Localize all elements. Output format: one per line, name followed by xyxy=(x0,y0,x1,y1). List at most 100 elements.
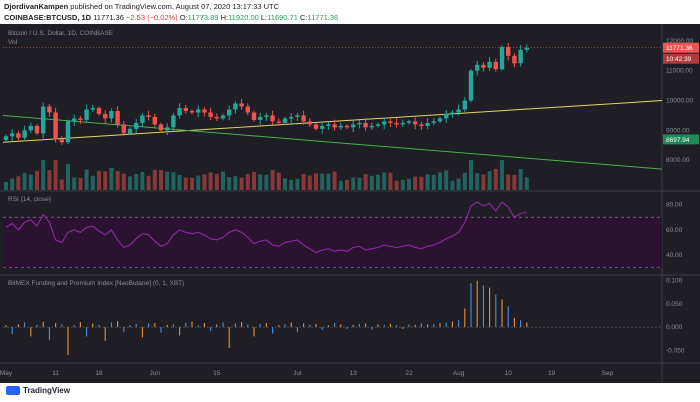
candle-body xyxy=(158,124,164,131)
candle-body xyxy=(134,122,139,129)
candle-body xyxy=(282,118,288,123)
candle-body xyxy=(3,136,9,140)
price-tick-label: 12000.00 xyxy=(666,38,693,45)
volume-bar xyxy=(190,177,194,190)
candle-body xyxy=(264,115,269,117)
candle-body xyxy=(307,121,312,125)
volume-bar xyxy=(202,174,207,190)
tradingview-logo[interactable]: TradingView xyxy=(6,386,70,395)
time-tick-label: May xyxy=(0,370,13,377)
volume-bar xyxy=(314,173,318,190)
candle-body xyxy=(233,103,238,110)
volume-bar xyxy=(456,178,461,190)
volume-bar xyxy=(276,172,281,190)
candle-body xyxy=(276,121,281,123)
volume-bar xyxy=(22,172,27,190)
time-tick-label: 10 xyxy=(505,370,513,377)
author-name[interactable]: DjordivanKampen xyxy=(4,2,69,11)
volume-bar xyxy=(524,177,529,190)
rsi-tick-label: 40.00 xyxy=(666,252,683,259)
high-label: H: xyxy=(220,13,229,22)
candle-body xyxy=(47,106,52,113)
volume-bar xyxy=(4,182,8,190)
candle-body xyxy=(34,125,40,134)
candle-body xyxy=(220,115,226,119)
volume-bar xyxy=(84,169,89,190)
volume-bar xyxy=(221,171,225,190)
countdown-label: 10:42:39 xyxy=(666,56,692,63)
rsi-line xyxy=(5,201,527,254)
candle-body xyxy=(53,112,58,140)
volume-bar xyxy=(140,171,145,190)
candle-body xyxy=(388,121,393,123)
candle-body xyxy=(493,61,498,70)
rsi-tick-label: 60.00 xyxy=(666,227,683,234)
volume-bar xyxy=(115,171,120,190)
candle-body xyxy=(227,109,232,116)
volume-bar xyxy=(419,176,424,190)
candle-body xyxy=(369,125,374,128)
volume-bar xyxy=(506,174,511,190)
volume-bar xyxy=(245,174,250,190)
candle-body xyxy=(456,109,461,113)
funding-tick-label: -0.050 xyxy=(666,347,685,354)
candle-body xyxy=(115,110,120,125)
funding-tick-label: 0.000 xyxy=(666,324,683,331)
volume-bar xyxy=(258,174,263,190)
low-label: L: xyxy=(260,13,268,22)
close-value: 11771.36 xyxy=(307,13,339,22)
candle-body xyxy=(326,124,331,126)
candle-body xyxy=(338,125,343,128)
candle-body xyxy=(146,115,151,117)
volume-bar xyxy=(475,173,480,190)
volume-bar xyxy=(16,176,21,190)
volume-bar xyxy=(431,174,436,190)
volume-bar xyxy=(469,160,473,190)
candle-body xyxy=(10,133,15,137)
candle-body xyxy=(189,110,195,113)
chart-area[interactable]: 12000.00 11000.00 10000.00 9000.00 8000.00 11… xyxy=(0,24,700,383)
volume-bar xyxy=(97,171,101,190)
publish-text: published on TradingView.com, August 07,… xyxy=(70,2,280,11)
price-tick-label: 10000.00 xyxy=(666,98,693,105)
volume-bar xyxy=(394,180,399,190)
candle-body xyxy=(152,116,157,125)
candle-body xyxy=(171,115,176,128)
volume-bar xyxy=(357,177,362,190)
time-tick-label: 18 xyxy=(95,370,103,377)
high-value: 11920.00 xyxy=(228,13,259,22)
volume-bar xyxy=(72,177,77,190)
volume-bar xyxy=(159,170,163,190)
candle-body xyxy=(450,112,455,114)
volume-bar xyxy=(66,163,70,190)
candle-body xyxy=(487,61,492,68)
volume-bar xyxy=(363,174,368,190)
candle-body xyxy=(165,127,170,131)
volume-bar xyxy=(59,179,64,190)
volume-bar xyxy=(307,175,312,190)
tradingview-mark-icon xyxy=(6,386,20,395)
candle-body xyxy=(419,124,424,126)
candle-body xyxy=(437,118,443,122)
candle-body xyxy=(177,108,182,116)
volume-bar xyxy=(183,177,188,190)
candle-body xyxy=(202,109,207,113)
volume-bar xyxy=(78,177,83,190)
volume-bar xyxy=(407,178,411,190)
open-value: 11773.89 xyxy=(187,13,219,22)
volume-bar xyxy=(326,173,331,190)
time-tick-label: 13 xyxy=(350,370,358,377)
volume-bar xyxy=(214,173,219,190)
candle-body xyxy=(400,122,405,125)
candle-body xyxy=(406,121,412,123)
candle-body xyxy=(41,106,46,134)
volume-bar xyxy=(152,169,157,190)
candle-body xyxy=(518,49,523,64)
candle-body xyxy=(96,108,102,114)
candle-body xyxy=(251,112,257,120)
candle-body xyxy=(140,115,145,123)
volume-bar xyxy=(239,177,244,190)
candle-body xyxy=(481,64,486,68)
time-tick-label: 15 xyxy=(213,370,221,377)
candle-body xyxy=(351,124,356,128)
